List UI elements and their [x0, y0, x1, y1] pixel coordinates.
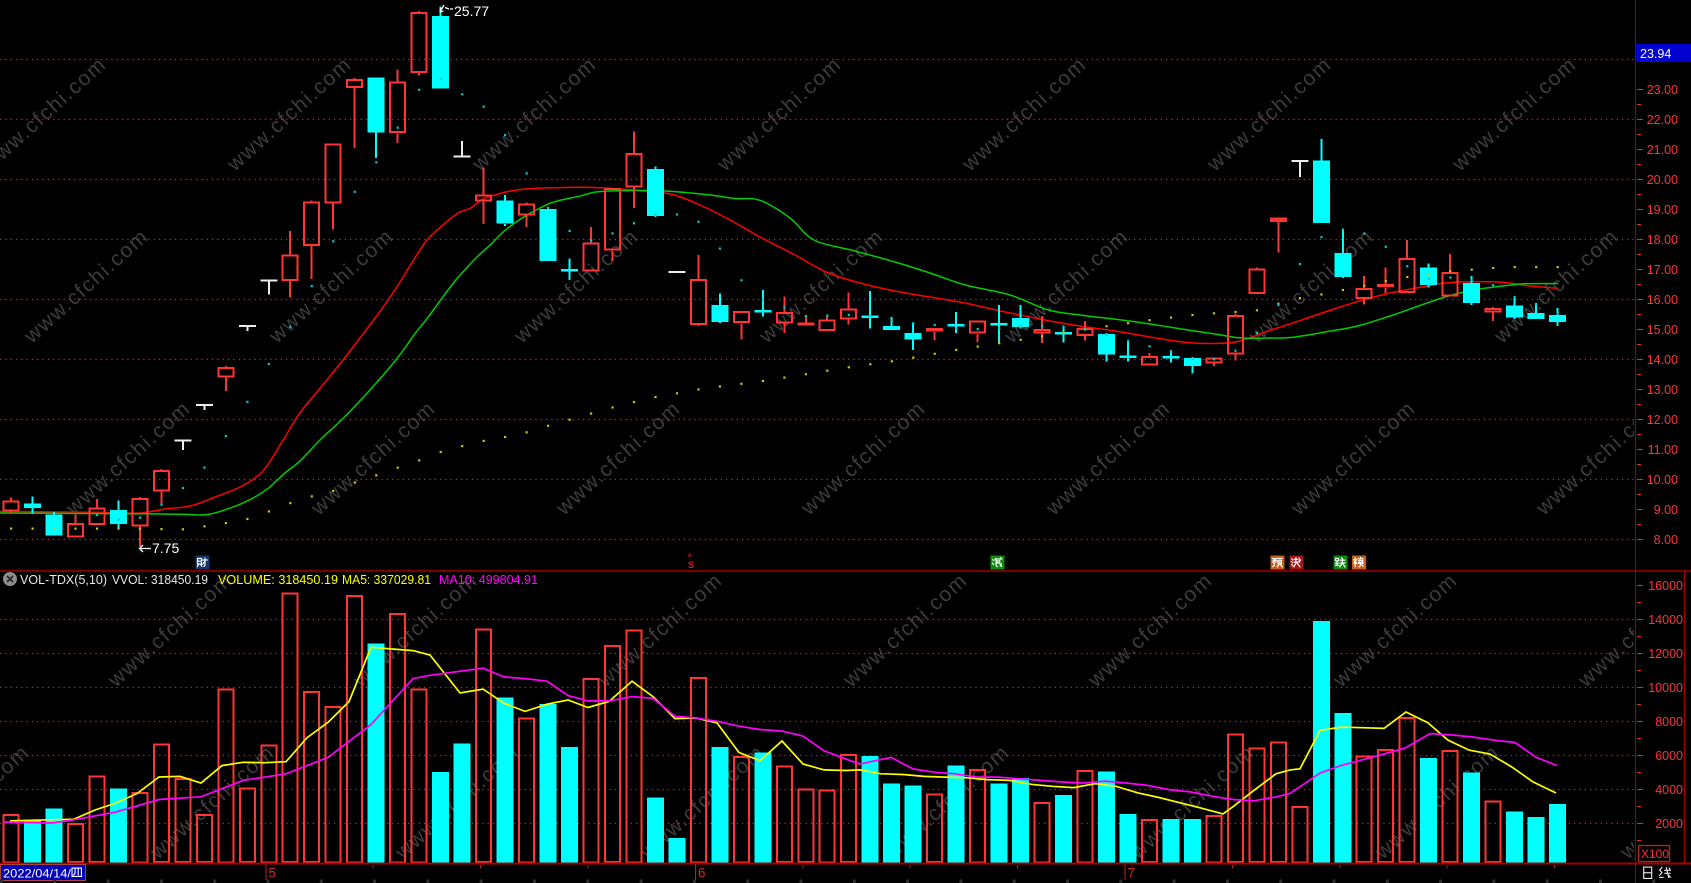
- svg-text:10.00: 10.00: [1647, 473, 1678, 487]
- svg-text:^: ^: [688, 552, 693, 562]
- svg-text:2022/04/14/: 2022/04/14/: [3, 867, 72, 881]
- svg-text:6000: 6000: [1655, 749, 1683, 763]
- svg-text:6: 6: [698, 866, 706, 881]
- svg-text:12000: 12000: [1648, 647, 1683, 661]
- svg-text:VVOL: 318450.19: VVOL: 318450.19: [112, 572, 208, 587]
- svg-text:23.94: 23.94: [1640, 47, 1671, 61]
- svg-text:8000: 8000: [1655, 715, 1683, 729]
- svg-text:23.00: 23.00: [1647, 83, 1678, 97]
- svg-text:21.00: 21.00: [1647, 143, 1678, 157]
- svg-text:10000: 10000: [1648, 681, 1683, 695]
- svg-text:16.00: 16.00: [1647, 293, 1678, 307]
- svg-text:X100: X100: [1641, 847, 1669, 861]
- svg-text:VOL-TDX(5,10): VOL-TDX(5,10): [20, 572, 107, 587]
- svg-text:17.00: 17.00: [1647, 263, 1678, 277]
- svg-text:22.00: 22.00: [1647, 113, 1678, 127]
- svg-text:7: 7: [1128, 866, 1136, 881]
- svg-text:15.00: 15.00: [1647, 323, 1678, 337]
- svg-text:8.00: 8.00: [1654, 533, 1678, 547]
- svg-text:25.77: 25.77: [454, 3, 489, 19]
- svg-text:14000: 14000: [1648, 613, 1683, 627]
- svg-text:4000: 4000: [1655, 783, 1683, 797]
- svg-text:s: s: [688, 557, 694, 571]
- svg-text:MA10: 499804.91: MA10: 499804.91: [439, 572, 538, 587]
- svg-text:18.00: 18.00: [1647, 233, 1678, 247]
- svg-text:14.00: 14.00: [1647, 353, 1678, 367]
- svg-text:5: 5: [269, 866, 277, 881]
- svg-text:2000: 2000: [1655, 817, 1683, 831]
- svg-text:11.00: 11.00: [1648, 443, 1678, 457]
- svg-text:16000: 16000: [1648, 579, 1683, 593]
- svg-text:VOLUME: 318450.19: VOLUME: 318450.19: [218, 572, 338, 587]
- svg-text:12.00: 12.00: [1647, 413, 1678, 427]
- svg-text:MA5: 337029.81: MA5: 337029.81: [342, 572, 431, 587]
- svg-text:7.75: 7.75: [152, 540, 179, 556]
- svg-text:19.00: 19.00: [1647, 203, 1678, 217]
- svg-text:20.00: 20.00: [1647, 173, 1678, 187]
- svg-text:13.00: 13.00: [1647, 383, 1678, 397]
- svg-text:9.00: 9.00: [1654, 503, 1678, 517]
